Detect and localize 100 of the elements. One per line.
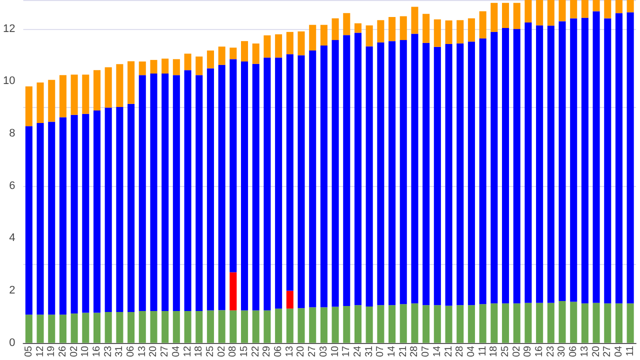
bar	[479, 304, 486, 343]
bar	[513, 2, 520, 30]
bar	[354, 305, 362, 343]
bar	[36, 123, 44, 315]
bar	[196, 310, 203, 343]
bar	[434, 19, 441, 47]
bar	[104, 67, 112, 108]
x-tick-label: 27	[160, 345, 171, 357]
bar	[309, 24, 316, 51]
bar	[162, 58, 169, 74]
bar	[524, 302, 532, 343]
bar	[445, 306, 452, 343]
bar	[264, 58, 271, 310]
bar	[162, 310, 169, 343]
bar	[218, 310, 226, 343]
bar	[332, 40, 339, 307]
y-tick-label: 10	[2, 75, 16, 88]
x-tick-label: 11	[477, 345, 488, 356]
bar	[411, 303, 418, 343]
bar	[93, 312, 101, 343]
bar	[286, 54, 294, 291]
x-tick-label: 23	[102, 345, 114, 357]
bar	[626, 303, 634, 343]
bar	[468, 18, 475, 42]
bar	[286, 290, 294, 309]
bar	[558, 0, 566, 22]
x-tick-label: 19	[46, 345, 58, 357]
bar	[230, 48, 237, 60]
bar	[592, 0, 600, 12]
bar	[547, 302, 554, 343]
y-tick-label: 8	[9, 127, 16, 140]
x-tick-label: 25	[500, 345, 512, 357]
bar	[468, 305, 475, 343]
bar	[309, 50, 316, 308]
x-tick-label: 20	[296, 345, 307, 357]
y-tick-label: 6	[9, 180, 16, 192]
bar	[490, 2, 498, 32]
bar	[196, 56, 203, 76]
bar	[230, 272, 237, 310]
bar	[456, 20, 464, 44]
x-tick-label: 27	[602, 345, 614, 357]
bar	[366, 46, 373, 306]
bar	[343, 35, 350, 306]
bar	[104, 108, 112, 312]
bar	[138, 62, 146, 76]
bar	[479, 38, 486, 304]
bar	[615, 13, 622, 304]
bar	[581, 0, 588, 18]
bar	[456, 305, 464, 343]
bar	[502, 303, 510, 343]
bar	[558, 21, 566, 301]
bar	[59, 314, 66, 343]
bar	[366, 25, 373, 46]
x-tick-label: 18	[194, 345, 205, 357]
bar	[264, 310, 271, 343]
bar	[400, 304, 407, 343]
x-tick-label: 26	[57, 345, 68, 357]
x-tick-label: 22	[250, 345, 262, 357]
bar	[138, 75, 146, 311]
x-tick-label: 10	[330, 345, 341, 357]
bar	[422, 42, 430, 306]
bar	[581, 18, 588, 304]
x-tick-label: 07	[375, 345, 386, 357]
x-tick-label: 27	[307, 345, 318, 357]
bar	[218, 64, 226, 310]
bar	[388, 305, 396, 343]
x-tick-label: 10	[80, 345, 92, 357]
bar	[366, 306, 373, 343]
bar	[490, 32, 498, 304]
x-tick-label: 29	[262, 345, 273, 357]
x-tick-label: 28	[454, 345, 466, 357]
bar	[184, 54, 192, 70]
bar	[592, 302, 600, 343]
bar	[411, 34, 418, 304]
bar	[116, 64, 124, 108]
x-tick-label: 12	[182, 345, 194, 357]
bar	[626, 0, 634, 12]
x-tick-label: 11	[624, 345, 636, 356]
bar	[70, 314, 78, 343]
x-tick-label: 03	[318, 345, 330, 357]
bar	[332, 306, 339, 343]
bar	[468, 42, 475, 306]
bar	[558, 301, 566, 343]
bar	[206, 50, 214, 68]
bar	[48, 122, 56, 315]
x-tick-label: 13	[284, 345, 296, 357]
x-tick-label: 18	[488, 345, 500, 357]
bar	[252, 43, 260, 64]
bar	[547, 0, 554, 26]
bar	[513, 303, 520, 343]
y-tick-label: 4	[9, 232, 16, 244]
bar	[48, 314, 56, 343]
x-tick-label: 02	[216, 345, 228, 357]
bar	[206, 310, 214, 343]
bar	[150, 310, 158, 343]
bar	[116, 107, 124, 312]
bar	[536, 25, 544, 303]
bar	[354, 23, 362, 33]
bar	[25, 126, 32, 315]
y-tick-label: 2	[9, 284, 16, 297]
